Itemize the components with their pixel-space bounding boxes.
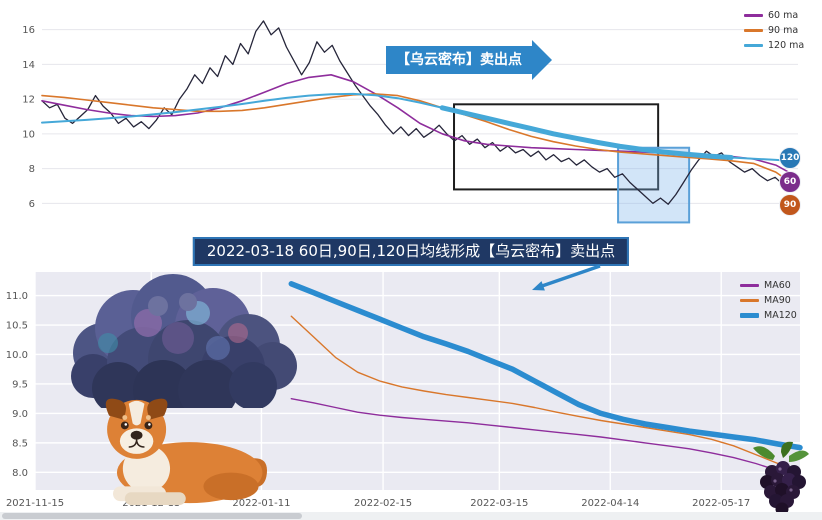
svg-text:14: 14 [22, 60, 35, 71]
90ma-swatch [744, 29, 763, 32]
callout-text: 【乌云密布】卖出点 [396, 52, 522, 68]
60ma-label: 60 ma [768, 10, 799, 21]
120ma-label: 120 ma [768, 40, 805, 51]
ma90-swatch [740, 299, 759, 302]
ma120-swatch [740, 313, 759, 318]
legend-item-ma90: MA90 [740, 295, 797, 306]
blackberry-illustration [745, 438, 820, 518]
svg-text:2022-04-14: 2022-04-14 [581, 498, 639, 509]
annotation-banner: 2022-03-18 60日,90日,120日均线形成【乌云密布】卖出点 [192, 237, 630, 266]
ma120-price-badge: 120 [779, 147, 801, 170]
svg-text:2022-01-11: 2022-01-11 [232, 498, 290, 509]
legend-item-90ma: 90 ma [744, 25, 804, 36]
svg-text:6: 6 [29, 199, 35, 210]
ma90-price-badge: 90 [779, 194, 801, 217]
ma120-line [288, 281, 803, 451]
ma120-label: MA120 [764, 310, 797, 321]
ma60-line [290, 398, 801, 481]
ma90-line [290, 315, 801, 472]
svg-text:2022-03-15: 2022-03-15 [470, 498, 528, 509]
svg-text:2022-05-17: 2022-05-17 [692, 498, 750, 509]
svg-text:10: 10 [22, 129, 35, 140]
badge-label: 60 [783, 177, 797, 188]
svg-text:10.5: 10.5 [6, 321, 28, 332]
svg-text:8.5: 8.5 [12, 438, 28, 449]
dog-illustration [72, 390, 272, 508]
120-ma-thick-line [439, 105, 734, 160]
ma90-label: MA90 [764, 295, 791, 306]
svg-text:2022-02-15: 2022-02-15 [354, 498, 412, 509]
top-price-chart: 6 8 10 12 14 16 [22, 20, 799, 224]
highlight-box-blue [617, 146, 691, 224]
svg-text:9.5: 9.5 [12, 379, 28, 390]
legend-item-ma120: MA120 [740, 310, 797, 321]
svg-text:2021-11-15: 2021-11-15 [6, 498, 64, 509]
price-line [41, 20, 799, 205]
90ma-label: 90 ma [768, 25, 799, 36]
legend-item-60ma: 60 ma [744, 10, 804, 21]
bottom-chart-legend: MA60 MA90 MA120 [740, 280, 797, 325]
ma60-price-badge: 60 [779, 171, 801, 194]
120ma-swatch [744, 44, 763, 47]
badge-label: 120 [780, 153, 800, 164]
dark-cloud-sell-callout: 【乌云密布】卖出点 [386, 46, 532, 74]
svg-text:12: 12 [22, 95, 35, 106]
y-tick-labels: 8.0 8.5 9.0 9.5 10.0 10.5 11.0 [6, 291, 28, 479]
storm-cloud-illustration [48, 268, 298, 408]
svg-text:11.0: 11.0 [6, 291, 28, 302]
90-ma-line [41, 93, 799, 189]
legend-item-120ma: 120 ma [744, 40, 804, 51]
legend-item-ma60: MA60 [740, 280, 797, 291]
svg-text:9.0: 9.0 [12, 409, 28, 420]
svg-text:16: 16 [22, 25, 35, 36]
badge-label: 90 [783, 200, 797, 211]
ma60-label: MA60 [764, 280, 791, 291]
60ma-swatch [744, 14, 763, 17]
svg-text:8: 8 [29, 164, 35, 175]
y-tick-labels: 6 8 10 12 14 16 [22, 25, 35, 210]
svg-text:10.0: 10.0 [6, 350, 28, 361]
banner-text: 2022-03-18 60日,90日,120日均线形成【乌云密布】卖出点 [206, 242, 616, 260]
horizontal-scrollbar[interactable] [0, 512, 822, 520]
banner-pointer-arrow [532, 264, 601, 291]
svg-text:8.0: 8.0 [12, 468, 28, 479]
ma60-swatch [740, 284, 759, 287]
top-chart-legend: 60 ma 90 ma 120 ma [744, 10, 804, 55]
scrollbar-thumb[interactable] [2, 513, 302, 519]
